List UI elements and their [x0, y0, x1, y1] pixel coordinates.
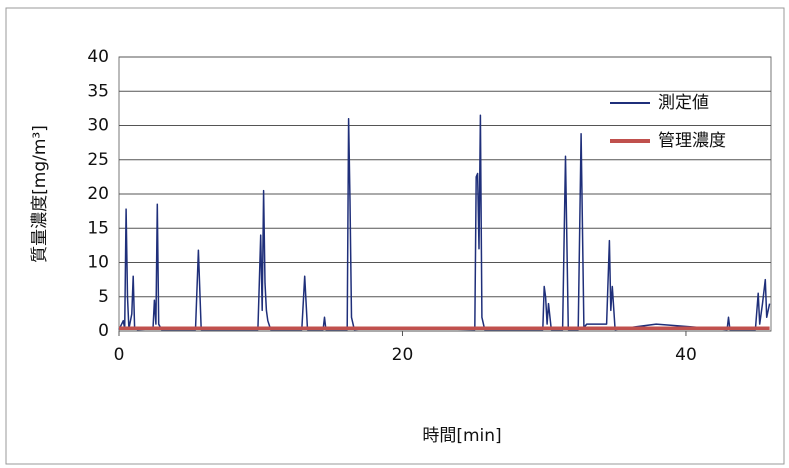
y-tick-label: 35	[87, 81, 109, 101]
y-tick-label: 40	[87, 47, 109, 67]
y-axis-label: 質量濃度[mg/m³]	[30, 125, 50, 263]
y-tick-label: 0	[98, 321, 109, 341]
y-tick-label: 15	[87, 218, 109, 238]
y-tick-label: 30	[87, 116, 109, 136]
legend-label: 管理濃度	[658, 131, 726, 151]
x-axis-label: 時間[min]	[422, 426, 501, 446]
legend-label: 測定値	[658, 93, 709, 113]
x-tick-label: 20	[392, 345, 414, 365]
x-tick-label: 0	[114, 345, 125, 365]
y-tick-label: 20	[87, 184, 109, 204]
x-tick-label: 40	[675, 345, 697, 365]
y-tick-label: 5	[98, 287, 109, 307]
y-tick-label: 10	[87, 253, 109, 273]
y-tick-label: 25	[87, 150, 109, 170]
series-line	[118, 114, 771, 331]
